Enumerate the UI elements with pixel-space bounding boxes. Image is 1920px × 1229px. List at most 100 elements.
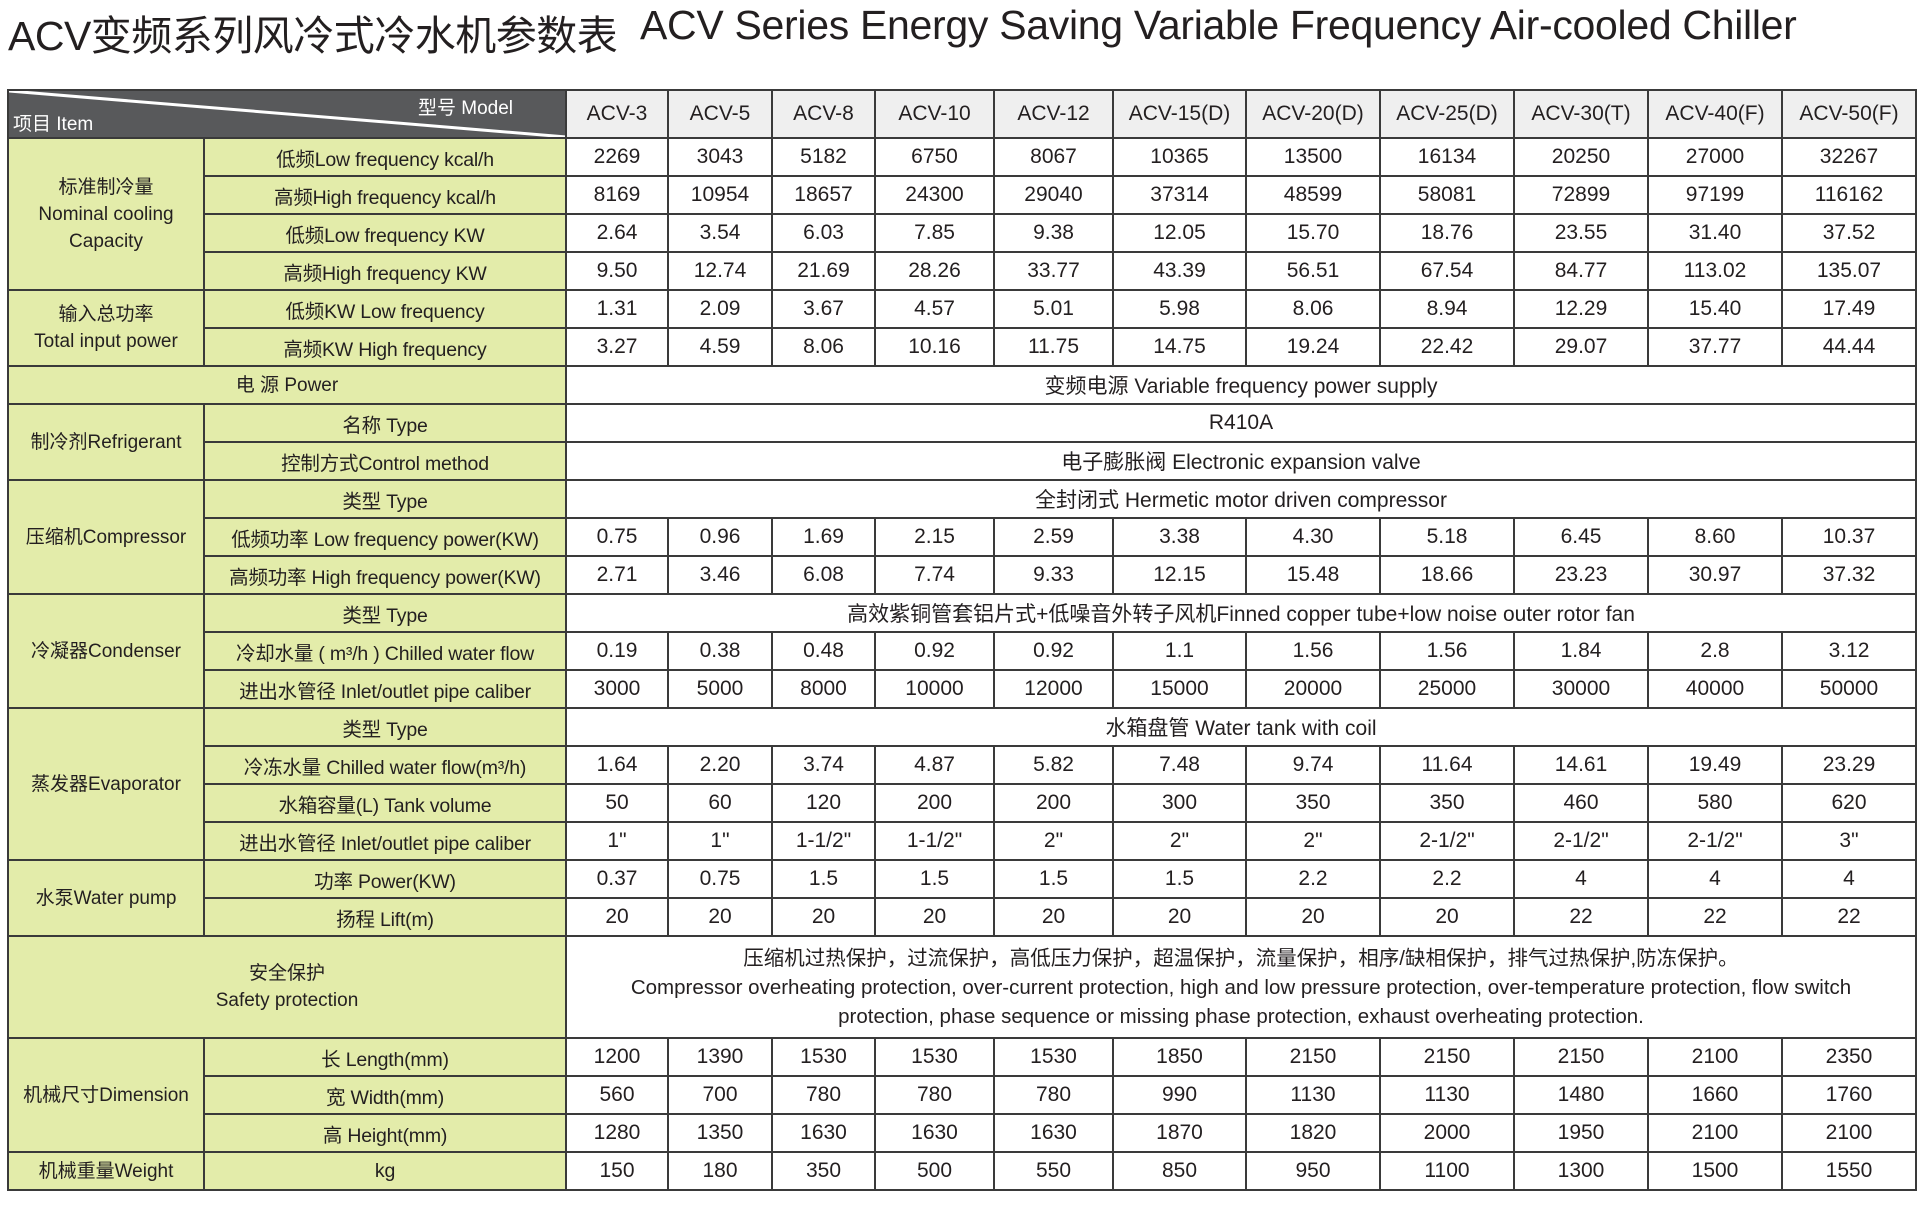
group-label: 水泵Water pump [7,859,205,937]
value-cell: 1130 [1245,1075,1381,1115]
value-cell: 2.15 [874,517,995,557]
value-cell: 3000 [565,669,669,709]
value-cell: 20 [667,897,773,937]
value-cell: 1-1/2" [771,821,876,861]
row-label: 低频KW Low frequency [203,289,567,329]
value-cell: 18657 [771,175,876,215]
spanned-value: 全封闭式 Hermetic motor driven compressor [565,479,1917,519]
value-cell: 1500 [1647,1151,1783,1191]
value-cell: 3.27 [565,327,669,367]
spanned-value: R410A [565,403,1917,443]
value-cell: 20 [1379,897,1515,937]
value-cell: 560 [565,1075,669,1115]
table-row: 标准制冷量 Nominal cooling Capacity 低频Low freq… [7,137,1917,291]
value-cell: 24300 [874,175,995,215]
value-cell: 23.55 [1513,213,1649,253]
value-cell: 3.38 [1112,517,1247,557]
value-cell: 11.64 [1379,745,1515,785]
row-label: 高 Height(mm) [203,1113,567,1153]
value-cell: 12.05 [1112,213,1247,253]
value-cell: 8.60 [1647,517,1783,557]
value-cell: 1300 [1513,1151,1649,1191]
value-cell: 850 [1112,1151,1247,1191]
value-cell: 18.76 [1379,213,1515,253]
item-label: 项目 Item [13,114,94,135]
value-cell: 2-1/2" [1647,821,1783,861]
value-cell: 1-1/2" [874,821,995,861]
table-row: 高频KW High frequency 3.27 4.59 8.06 10.16 11.7… [8,327,1917,367]
model-header: ACV-3 [565,89,669,139]
value-cell: 37.32 [1781,555,1917,595]
value-cell: 20250 [1513,137,1649,177]
value-cell: 1390 [667,1037,773,1077]
value-cell: 780 [874,1075,995,1115]
value-cell: 13500 [1245,137,1381,177]
value-cell: 23.29 [1781,745,1917,785]
value-cell: 3043 [667,137,773,177]
value-cell: 44.44 [1781,327,1917,367]
value-cell: 20 [874,897,995,937]
value-cell: 30000 [1513,669,1649,709]
value-cell: 1870 [1112,1113,1247,1153]
value-cell: 6.03 [771,213,876,253]
value-cell: 9.38 [993,213,1114,253]
row-label: kg [203,1151,567,1191]
value-cell: 1630 [993,1113,1114,1153]
value-cell: 16134 [1379,137,1515,177]
table-row: 控制方式Control method 电子膨胀阀 Electronic expan… [8,441,1917,481]
value-cell: 37.52 [1781,213,1917,253]
value-cell: 72899 [1513,175,1649,215]
value-cell: 1.1 [1112,631,1247,671]
value-cell: 20 [1112,897,1247,937]
value-cell: 2100 [1647,1113,1783,1153]
row-label: 进出水管径 Inlet/outlet pipe caliber [203,669,567,709]
value-cell: 2.09 [667,289,773,329]
value-cell: 50000 [1781,669,1917,709]
value-cell: 200 [874,783,995,823]
value-cell: 113.02 [1647,251,1783,291]
value-cell: 3.74 [771,745,876,785]
value-cell: 10365 [1112,137,1247,177]
model-header: ACV-15(D) [1112,89,1247,139]
value-cell: 33.77 [993,251,1114,291]
table-row: 进出水管径 Inlet/outlet pipe caliber 1" 1" 1-1/2… [8,821,1917,861]
group-label: 标准制冷量 Nominal cooling Capacity [7,137,205,291]
row-label: 扬程 Lift(m) [203,897,567,937]
table-row: 机械重量Weight kg 150 180 350 500 550 850 950 1100 130… [7,1151,1917,1191]
value-cell: 6750 [874,137,995,177]
value-cell: 60 [667,783,773,823]
value-cell: 97199 [1647,175,1783,215]
value-cell: 19.24 [1245,327,1381,367]
value-cell: 15.70 [1245,213,1381,253]
value-cell: 1.69 [771,517,876,557]
value-cell: 18.66 [1379,555,1515,595]
value-cell: 29040 [993,175,1114,215]
value-cell: 12.15 [1112,555,1247,595]
value-cell: 9.33 [993,555,1114,595]
group-label: 制冷剂Refrigerant [7,403,205,481]
value-cell: 1280 [565,1113,669,1153]
value-cell: 1.5 [771,859,876,899]
value-cell: 9.50 [565,251,669,291]
table-row: 宽 Width(mm) 560 700 780 780 780 990 1130 1130 148… [8,1075,1917,1115]
table-row: 冷冻水量 Chilled water flow(m³/h) 1.64 2.20 3.7… [8,745,1917,785]
table-row: 水箱容量(L) Tank volume 50 60 120 200 200 300 350 35… [8,783,1917,823]
value-cell: 4.59 [667,327,773,367]
model-label: 型号 Model [417,98,513,119]
model-header: ACV-25(D) [1379,89,1515,139]
value-cell: 31.40 [1647,213,1783,253]
value-cell: 0.38 [667,631,773,671]
value-cell: 21.69 [771,251,876,291]
header-row: 型号 Model 项目 Item ACV-3 ACV-5 ACV-8 ACV-10 AC… [7,89,1917,139]
value-cell: 1530 [771,1037,876,1077]
value-cell: 15.48 [1245,555,1381,595]
value-cell: 2100 [1647,1037,1783,1077]
table-row: 水泵Water pump 功率 Power(KW) 0.37 0.75 1.5 1.5 1.… [7,859,1917,937]
value-cell: 6.45 [1513,517,1649,557]
table-row: 高 Height(mm) 1280 1350 1630 1630 1630 1870 1820… [8,1113,1917,1153]
table-row: 冷却水量 ( m³/h ) Chilled water flow 0.19 0.38… [8,631,1917,671]
value-cell: 5.82 [993,745,1114,785]
model-header: ACV-20(D) [1245,89,1381,139]
value-cell: 2.20 [667,745,773,785]
value-cell: 10000 [874,669,995,709]
